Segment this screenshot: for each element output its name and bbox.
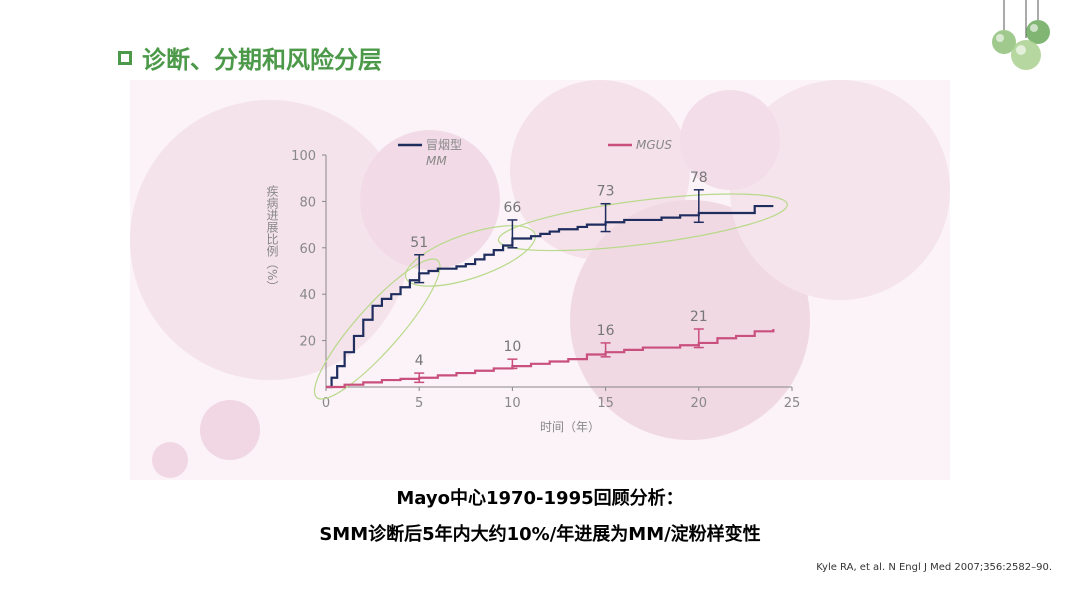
data-label: 21: [690, 309, 708, 325]
progression-chart: 20 40 60 80 100 0 5 10 15 20 25 51 66 73 78 4 10 16 21 冒烟…: [265, 138, 800, 434]
legend: 冒烟型 MM MGUS: [398, 138, 672, 168]
highlight-ellipses: [313, 193, 788, 400]
series-line-mm: [326, 204, 774, 389]
slide-title: 诊断、分期和风险分层: [118, 40, 382, 75]
data-label: 66: [503, 200, 521, 216]
background-decoration: [130, 80, 950, 480]
data-label: 16: [597, 323, 615, 339]
y-tick-label: 20: [299, 335, 316, 350]
trend-ellipse: [313, 258, 441, 400]
checkbox-bullet-icon: [118, 50, 132, 65]
x-axis-title: 时间（年）: [540, 420, 600, 434]
caption-line-2: SMM诊断后5年内大约10%/年进展为MM/淀粉样变性: [319, 524, 761, 545]
x-tick-label: 10: [504, 396, 521, 411]
legend-label-mm-sub: MM: [426, 154, 447, 168]
data-label: 78: [690, 170, 708, 186]
data-label: 73: [597, 184, 615, 200]
y-tick-label: 40: [299, 288, 316, 303]
x-tick-label: 15: [597, 396, 614, 411]
series-line-mgus: [326, 329, 775, 389]
y-axis-title: 疾病进展比例（%）: [265, 184, 279, 293]
hanging-lamps-decoration: [992, 0, 1050, 70]
trend-ellipse: [404, 225, 536, 287]
reference-citation: Kyle RA, et al. N Engl J Med 2007;356:25…: [816, 562, 1052, 573]
x-tick-label: 0: [322, 396, 330, 411]
legend-label-mm: 冒烟型: [426, 138, 462, 152]
caption-line-1: Mayo中心1970-1995回顾分析：: [396, 488, 684, 509]
data-label: 10: [503, 339, 521, 355]
data-labels: 51 66 73 78 4 10 16 21: [410, 170, 708, 384]
x-tick-label: 5: [415, 396, 423, 411]
axes: 20 40 60 80 100 0 5 10 15 20 25: [291, 149, 800, 411]
x-tick-label: 25: [784, 396, 801, 411]
y-tick-label: 80: [299, 195, 316, 210]
legend-label-mgus: MGUS: [636, 138, 672, 152]
trend-ellipse: [497, 193, 788, 252]
y-tick-label: 100: [291, 149, 316, 164]
data-label: 4: [415, 353, 424, 369]
series-lines: [326, 204, 775, 389]
y-tick-label: 60: [299, 242, 316, 257]
data-label: 51: [410, 235, 428, 251]
slide-title-text: 诊断、分期和风险分层: [142, 46, 382, 74]
x-tick-label: 20: [691, 396, 708, 411]
